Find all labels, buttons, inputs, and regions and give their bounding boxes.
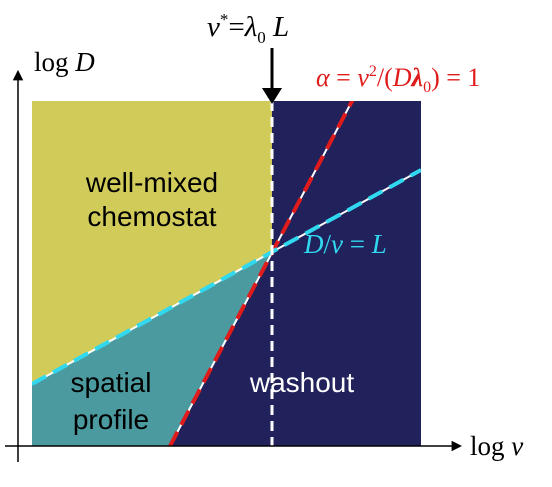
alpha-equals-one-line bbox=[168, 101, 355, 446]
length-ratio-line bbox=[32, 168, 421, 386]
critical-velocity-label: v*=λ0 L bbox=[207, 10, 289, 47]
alpha-label: α = v2/(Dλ0) = 1 bbox=[316, 63, 480, 96]
washout-region bbox=[170, 101, 421, 446]
length-ratio-label: D/v = L bbox=[303, 229, 387, 259]
y-axis-label: log D bbox=[34, 47, 95, 77]
profile-label: profile bbox=[73, 404, 149, 435]
chemostat-label: chemostat bbox=[87, 201, 216, 232]
spatial-profile-region bbox=[32, 252, 272, 446]
well-mixed-region bbox=[32, 101, 272, 384]
well-mixed-label: well-mixed bbox=[85, 167, 218, 198]
washout-label: washout bbox=[249, 367, 355, 398]
x-axis-label: log v bbox=[470, 431, 523, 461]
critical-velocity-arrowhead bbox=[262, 88, 282, 104]
spatial-label: spatial bbox=[71, 367, 152, 398]
